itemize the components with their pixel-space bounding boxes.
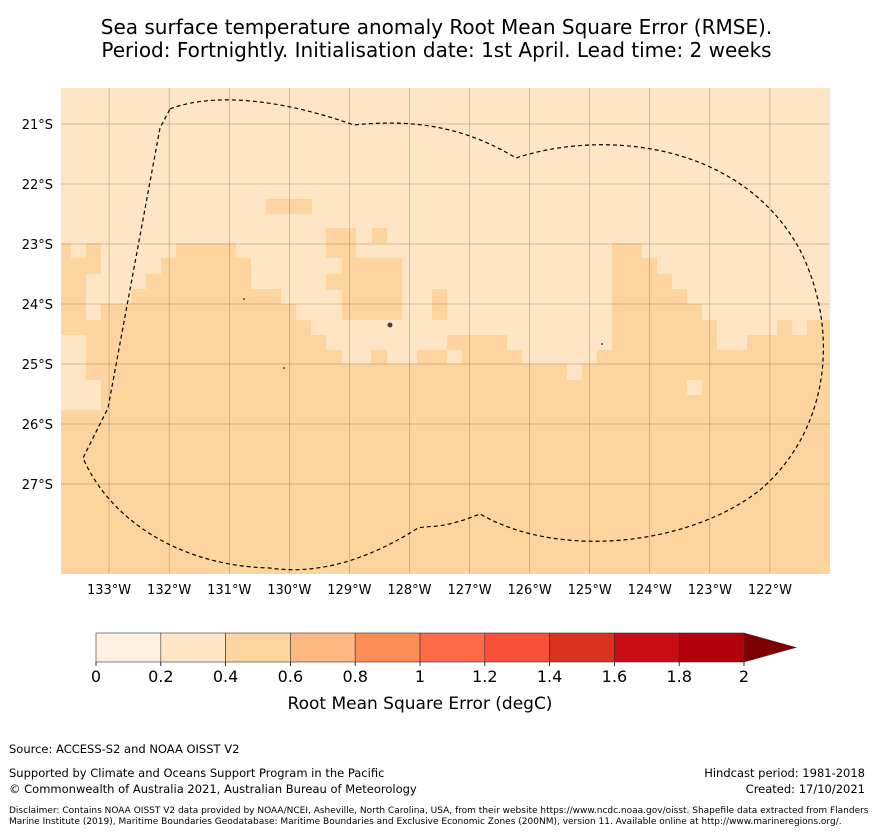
copyright-text: © Commonwealth of Australia 2021, Austra… bbox=[9, 782, 417, 796]
lat-tick-label: 22°S bbox=[22, 178, 53, 193]
lat-tick-label: 24°S bbox=[22, 298, 53, 313]
disclaimer-text: Disclaimer: Contains NOAA OISST V2 data … bbox=[9, 806, 869, 827]
colorbar-swatch bbox=[95, 632, 162, 663]
lon-tick-label: 127°W bbox=[447, 583, 491, 598]
colorbar-extend-arrow bbox=[743, 632, 798, 663]
map-title: Sea surface temperature anomaly Root Mea… bbox=[0, 16, 873, 62]
colorbar-tick-label: 2 bbox=[739, 667, 749, 686]
lat-tick-label: 23°S bbox=[22, 238, 53, 253]
lon-tick-label: 124°W bbox=[628, 583, 672, 598]
lon-tick-label: 131°W bbox=[207, 583, 251, 598]
colorbar-tick-label: 1.4 bbox=[537, 667, 562, 686]
colorbar-tick-label: 1.8 bbox=[666, 667, 691, 686]
supported-text: Supported by Climate and Oceans Support … bbox=[9, 766, 385, 780]
lon-tick-label: 122°W bbox=[748, 583, 792, 598]
rmse-patch-5 bbox=[432, 289, 447, 320]
lat-tick-label: 25°S bbox=[22, 358, 53, 373]
rmse-patch-2 bbox=[372, 228, 387, 243]
colorbar-tick-label: 0.2 bbox=[148, 667, 173, 686]
eez-boundary bbox=[82, 99, 824, 571]
colorbar-tick-label: 0.4 bbox=[213, 667, 238, 686]
colorbar-tick-label: 0.8 bbox=[342, 667, 367, 686]
rmse-patch-4 bbox=[342, 258, 402, 320]
rmse-patch-0 bbox=[266, 199, 312, 214]
colorbar-tick-label: 0.6 bbox=[278, 667, 303, 686]
title-line-2: Period: Fortnightly. Initialisation date… bbox=[101, 38, 772, 62]
lon-tick-label: 130°W bbox=[267, 583, 311, 598]
lon-tick-label: 133°W bbox=[87, 583, 131, 598]
lon-tick-label: 129°W bbox=[327, 583, 371, 598]
rmse-patch-3 bbox=[326, 274, 342, 290]
colorbar-swatch bbox=[160, 632, 226, 663]
source-text: Source: ACCESS-S2 and NOAA OISST V2 bbox=[9, 742, 240, 756]
colorbar-swatch bbox=[614, 632, 680, 663]
rmse-patch-6 bbox=[447, 335, 462, 350]
colorbar-tick-label: 0 bbox=[91, 667, 101, 686]
colorbar-swatch bbox=[225, 632, 291, 663]
title-line-1: Sea surface temperature anomaly Root Mea… bbox=[100, 15, 773, 39]
colorbar-swatch bbox=[354, 632, 421, 663]
island-marker bbox=[283, 367, 285, 369]
lon-tick-label: 126°W bbox=[508, 583, 552, 598]
colorbar-swatch bbox=[419, 632, 486, 663]
colorbar-swatch bbox=[549, 632, 615, 663]
lon-tick-label: 132°W bbox=[147, 583, 191, 598]
lat-tick-label: 27°S bbox=[22, 478, 53, 493]
colorbar-tick-label: 1 bbox=[415, 667, 425, 686]
lon-tick-label: 123°W bbox=[688, 583, 732, 598]
island-marker bbox=[601, 343, 603, 345]
colorbar-swatch bbox=[484, 632, 550, 663]
island-marker bbox=[387, 322, 393, 328]
colorbar: 0 0.2 0.4 0.6 0.8 1 1.2 1.4 1.6 1.8 2 Root Mean Squ… bbox=[91, 632, 798, 714]
hindcast-period: Hindcast period: 1981-2018 bbox=[704, 766, 865, 780]
created-date: Created: 17/10/2021 bbox=[745, 782, 865, 796]
colorbar-swatch bbox=[290, 632, 356, 663]
lat-tick-label: 26°S bbox=[22, 418, 53, 433]
colorbar-title: Root Mean Square Error (degC) bbox=[288, 694, 553, 714]
lon-tick-label: 125°W bbox=[568, 583, 612, 598]
lon-tick-label: 128°W bbox=[387, 583, 431, 598]
rmse-class-0.4-0.6-area bbox=[61, 243, 830, 574]
lat-tick-label: 21°S bbox=[22, 118, 53, 133]
rmse-patch-low bbox=[687, 380, 702, 395]
rmse-map: 133°W 132°W 131°W 130°W 129°W 128°W 127°W 126°W… bbox=[22, 88, 830, 598]
island-marker bbox=[243, 298, 245, 300]
colorbar-tick-label: 1.6 bbox=[602, 667, 627, 686]
colorbar-swatch bbox=[678, 632, 745, 663]
colorbar-tick-label: 1.2 bbox=[472, 667, 497, 686]
rmse-patch-1 bbox=[326, 228, 356, 258]
